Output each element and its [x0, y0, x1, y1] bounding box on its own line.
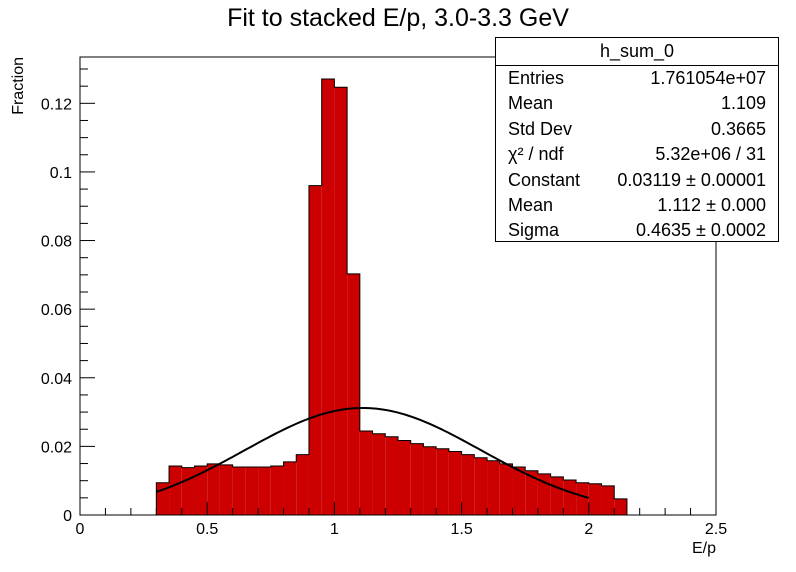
stat-row: Sigma 0.4635 ± 0.0002	[496, 218, 778, 243]
y-tick-label: 0.1	[50, 165, 72, 182]
y-axis-label: Fraction	[10, 57, 27, 115]
histogram-bar	[550, 476, 564, 515]
stat-value: 0.03119 ± 0.00001	[617, 169, 766, 190]
y-axis: 0 0.02 0.04 0.06 0.08 0.1 0.12	[41, 57, 95, 525]
stat-row: Constant 0.03119 ± 0.00001	[496, 168, 778, 193]
stat-value: 1.761054e+07	[650, 68, 766, 88]
x-tick-label: 0.5	[196, 521, 218, 538]
stat-name: Constant	[508, 169, 581, 190]
histogram-bar	[245, 466, 259, 515]
stat-row: Mean 1.112 ± 0.000	[496, 193, 778, 218]
histogram-outline	[155, 78, 628, 515]
histogram-bar	[372, 433, 386, 515]
histogram-bar	[576, 482, 589, 515]
stat-row: Mean 1.109	[496, 91, 778, 116]
stat-name: Entries	[508, 68, 565, 88]
histogram-bar	[487, 460, 500, 515]
stat-row: Entries 1.761054e+07	[496, 66, 778, 91]
stat-name: χ² / ndf	[508, 144, 564, 165]
histogram-bar	[347, 273, 360, 515]
stat-name: Sigma	[508, 220, 560, 241]
histogram-bars	[155, 78, 628, 516]
histogram-bar	[614, 498, 627, 515]
histogram-bar	[525, 470, 538, 515]
histogram-bar	[258, 466, 271, 515]
histogram-bar	[296, 454, 309, 515]
stat-value: 0.3665	[710, 118, 766, 139]
stat-name: Mean	[508, 194, 554, 215]
x-tick-label: 1	[330, 521, 339, 538]
histogram-bar	[512, 466, 526, 515]
x-tick-label: 0	[76, 521, 85, 538]
histogram-bar	[601, 485, 615, 515]
histogram-bar	[270, 465, 284, 515]
histogram-bar	[321, 78, 335, 516]
histogram-bar	[436, 448, 449, 515]
stat-value: 0.4635 ± 0.0002	[636, 220, 766, 241]
stat-name: Std Dev	[508, 118, 573, 139]
stats-box: h_sum_0 Entries 1.761054e+07 Mean 1.109 …	[495, 37, 779, 242]
histogram-bar	[181, 467, 195, 515]
histogram-bar	[461, 454, 475, 515]
stat-value: 5.32e+06 / 31	[655, 144, 766, 165]
histogram-bar	[410, 443, 424, 515]
stat-value: 1.112 ± 0.000	[657, 194, 766, 215]
histogram-bar	[334, 87, 348, 516]
histogram-bar	[385, 436, 398, 515]
stats-box-title: h_sum_0	[496, 38, 778, 66]
stat-row: Std Dev 0.3665	[496, 117, 778, 142]
chart-title: Fit to stacked E/p, 3.0-3.3 GeV	[227, 4, 569, 32]
histogram-bar	[308, 185, 322, 516]
histogram-bar	[448, 451, 462, 515]
stat-row: χ² / ndf 5.32e+06 / 31	[496, 142, 778, 167]
histogram-bar	[232, 466, 246, 515]
y-tick-label: 0.08	[41, 234, 72, 251]
histogram-bar	[219, 464, 233, 515]
histogram-bar	[207, 463, 220, 515]
stat-value: 1.109	[720, 93, 766, 114]
x-axis: 0 0.5 1 1.5 2 2.5	[76, 502, 727, 538]
y-tick-label: 0.12	[41, 96, 72, 113]
x-tick-label: 2	[584, 521, 593, 538]
histogram-bar	[499, 463, 513, 515]
y-tick-label: 0.06	[41, 302, 72, 319]
x-tick-label: 1.5	[450, 521, 472, 538]
y-tick-label: 0	[63, 508, 72, 525]
histogram-bar	[474, 457, 488, 515]
histogram-bar	[283, 461, 297, 515]
histogram-bar	[398, 440, 411, 515]
histogram-bar	[359, 430, 373, 515]
x-tick-label: 2.5	[705, 521, 727, 538]
histogram-bar	[194, 465, 208, 515]
x-axis-label: E/p	[692, 540, 716, 557]
histogram-bar	[423, 446, 437, 515]
gaussian-fit-curve	[155, 406, 590, 499]
stat-name: Mean	[508, 93, 554, 114]
y-tick-label: 0.02	[41, 439, 72, 456]
y-tick-label: 0.04	[41, 371, 72, 388]
histogram-bar	[563, 480, 577, 515]
histogram-bar	[588, 483, 602, 515]
histogram-bar	[169, 465, 182, 515]
